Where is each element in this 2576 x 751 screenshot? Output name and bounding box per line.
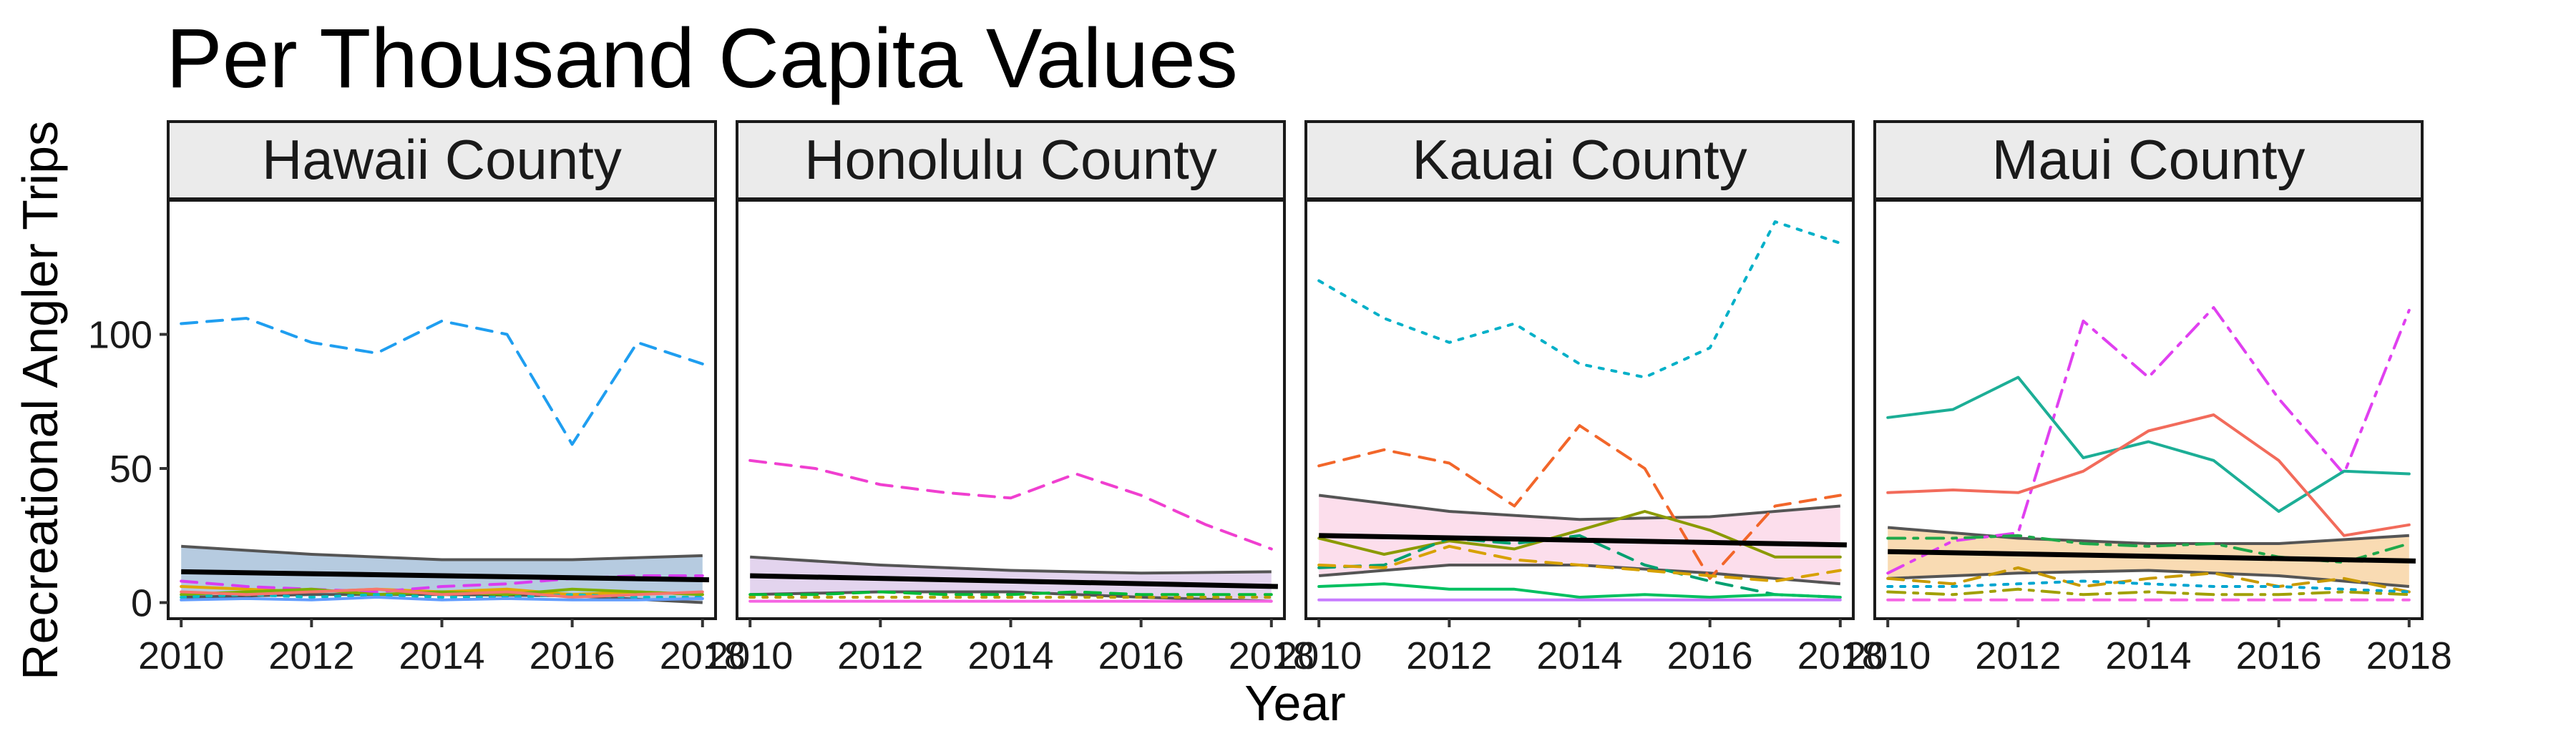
y-tick-label: 50 [109, 448, 152, 491]
y-tick-label: 100 [88, 314, 152, 357]
facet-panel: Honolulu County 2010 2012 2014 2016 2018 [707, 120, 1314, 677]
trend-line [1319, 533, 1847, 548]
x-tick-label: 2010 [1276, 634, 1362, 677]
x-tick-label: 2012 [1406, 634, 1492, 677]
series-line [1886, 579, 2411, 594]
series-line [1886, 566, 2411, 594]
band-upper-line [1888, 526, 2409, 545]
series-line [1317, 582, 1842, 599]
plot-area [737, 200, 1284, 619]
x-tick-label: 2012 [1975, 634, 2061, 677]
x-tick-label: 2010 [707, 634, 793, 677]
trend-line [1888, 549, 2416, 564]
x-tick-label: 2014 [1536, 634, 1622, 677]
facet-strip [1873, 120, 2424, 200]
chart-title: Per Thousand Capita Values [166, 11, 1238, 106]
series-line [180, 574, 704, 594]
facet-strip [167, 120, 717, 200]
x-tick-label: 2014 [399, 634, 484, 677]
x-tick-label: 2018 [660, 634, 746, 677]
x-tick-label: 2018 [1797, 634, 1883, 677]
x-tick-label: 2016 [2236, 634, 2322, 677]
panel-data [1317, 220, 1847, 602]
x-tick-label: 2016 [1098, 634, 1184, 677]
x-tick-label: 2010 [1845, 634, 1931, 677]
series-line [1317, 534, 1842, 599]
band-upper-line [1318, 494, 1840, 521]
series-line [180, 596, 704, 602]
x-tick-label: 2016 [530, 634, 615, 677]
x-tick-label: 2014 [2105, 634, 2191, 677]
x-tick-label: 2016 [1667, 634, 1753, 677]
facet-panel: Hawaii County 2010 2012 2014 2016 2018 0 50 100 [88, 120, 746, 677]
x-tick-label: 2014 [967, 634, 1053, 677]
series-line [1886, 376, 2411, 513]
facet-panel: Maui County 2010 2012 2014 2016 2018 [1845, 120, 2452, 677]
facet-strip-label: Maui County [1992, 128, 2306, 191]
x-tick-label: 2012 [837, 634, 923, 677]
series-line [1317, 510, 1842, 559]
facet-strip-label: Honolulu County [804, 128, 1217, 191]
series-line [748, 458, 1273, 551]
facet-strip-label: Hawaii County [262, 128, 622, 191]
series-line [180, 587, 704, 597]
y-axis-title: Recreational Angler Trips [12, 121, 68, 680]
band-upper-line [181, 544, 703, 561]
facet-panel: Kauai County 2010 2012 2014 2016 2018 [1276, 120, 1883, 677]
series-line [1317, 424, 1842, 580]
facet-strip [1304, 120, 1855, 200]
facet-strip [736, 120, 1286, 200]
panel-data [748, 458, 1278, 603]
series-line [1886, 587, 2411, 597]
x-tick-label: 2012 [268, 634, 354, 677]
series-line [180, 587, 704, 599]
plot-area [168, 200, 716, 619]
x-axis-title: Year [1244, 675, 1345, 731]
series-line [180, 593, 704, 599]
series-line [748, 590, 1273, 597]
x-tick-label: 2018 [1229, 634, 1314, 677]
series-line [180, 317, 704, 446]
band-upper-line [750, 555, 1272, 575]
facet-strip-label: Kauai County [1412, 128, 1747, 191]
band-lower-line [1888, 569, 2409, 588]
series-line [1886, 413, 2411, 537]
trend-line [750, 573, 1278, 589]
series-line [1317, 544, 1842, 583]
trend-line [181, 569, 709, 583]
x-tick-label: 2018 [2366, 634, 2452, 677]
x-tick-label: 2010 [138, 634, 224, 677]
panel-data [1886, 306, 2416, 602]
panel-data [180, 317, 709, 604]
y-tick-label: 0 [131, 582, 152, 625]
